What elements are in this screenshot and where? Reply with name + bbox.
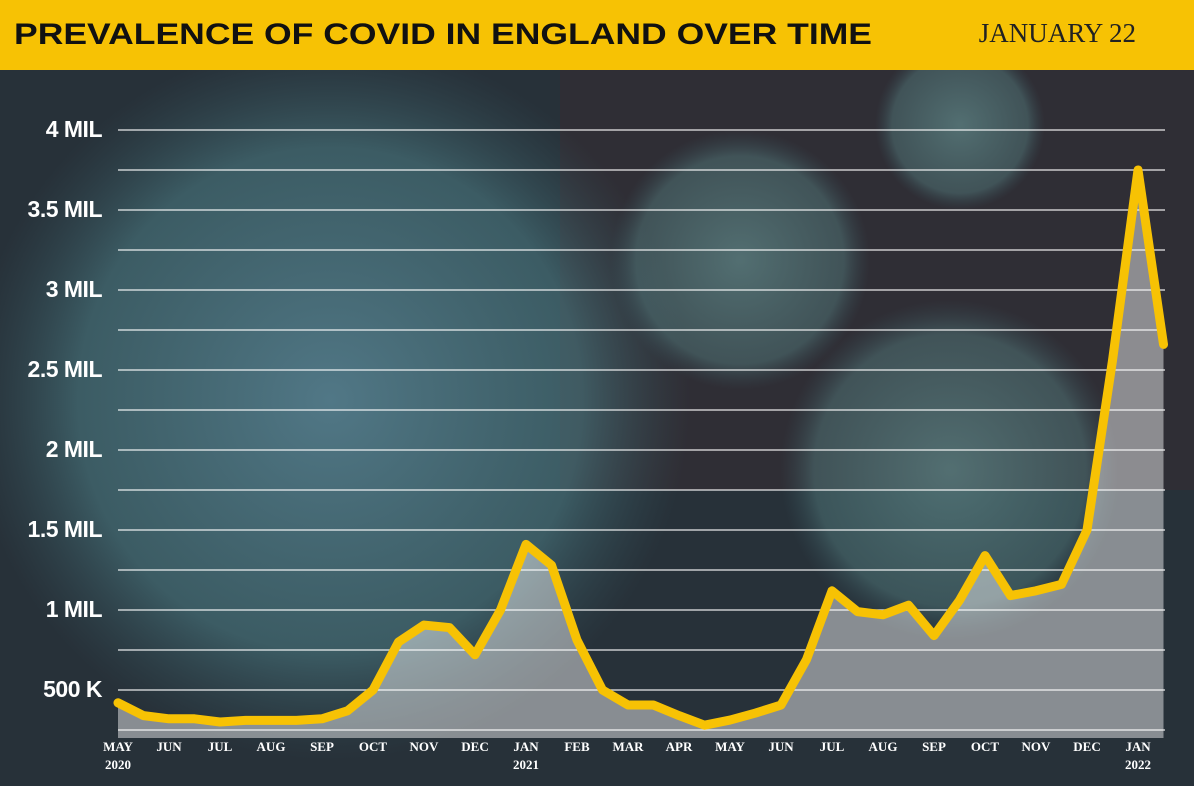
y-tick-label: 500 K xyxy=(43,676,103,702)
x-tick-label: OCT xyxy=(359,739,388,754)
x-tick-year: 2021 xyxy=(513,757,539,772)
x-tick-year: 2022 xyxy=(1125,757,1151,772)
x-tick-label: MAR xyxy=(612,739,644,754)
x-tick-label: OCT xyxy=(971,739,1000,754)
virus-decor xyxy=(780,300,1120,640)
x-tick-label: JAN xyxy=(1125,739,1151,754)
virus-decor xyxy=(610,130,870,390)
x-tick-label: JUL xyxy=(820,739,845,754)
x-tick-year: 2020 xyxy=(105,757,131,772)
x-tick-label: MAY xyxy=(103,739,133,754)
x-tick-label: AUG xyxy=(869,739,898,754)
area-fill xyxy=(118,170,1164,738)
chart-subtitle: JANUARY 22 xyxy=(979,18,1136,48)
virus-decor xyxy=(0,40,690,760)
y-tick-label: 2.5 MIL xyxy=(28,356,103,382)
y-tick-label: 1.5 MIL xyxy=(28,516,103,542)
y-tick-label: 4 MIL xyxy=(46,116,103,142)
x-tick-label: NOV xyxy=(1022,739,1052,754)
line xyxy=(113,165,1168,730)
y-tick-label: 3.5 MIL xyxy=(28,196,103,222)
y-tick-label: 2 MIL xyxy=(46,436,103,462)
x-tick-label: JAN xyxy=(513,739,539,754)
y-tick-label: 3 MIL xyxy=(46,276,103,302)
header-band xyxy=(0,0,1194,70)
x-tick-label: FEB xyxy=(564,739,590,754)
x-tick-label: MAY xyxy=(715,739,745,754)
y-tick-label: 1 MIL xyxy=(46,596,103,622)
x-tick-label: JUN xyxy=(156,739,182,754)
x-tick-label: JUL xyxy=(208,739,233,754)
x-tick-label: DEC xyxy=(1073,739,1100,754)
x-tick-label: AUG xyxy=(257,739,286,754)
chart-title: PREVALENCE OF COVID IN ENGLAND OVER TIME xyxy=(14,18,872,51)
x-tick-label: SEP xyxy=(310,739,334,754)
x-tick-label: SEP xyxy=(922,739,946,754)
x-tick-label: NOV xyxy=(410,739,440,754)
x-tick-label: DEC xyxy=(461,739,488,754)
x-tick-label: APR xyxy=(666,739,693,754)
virus-decor xyxy=(875,40,1045,210)
x-tick-label: JUN xyxy=(768,739,794,754)
